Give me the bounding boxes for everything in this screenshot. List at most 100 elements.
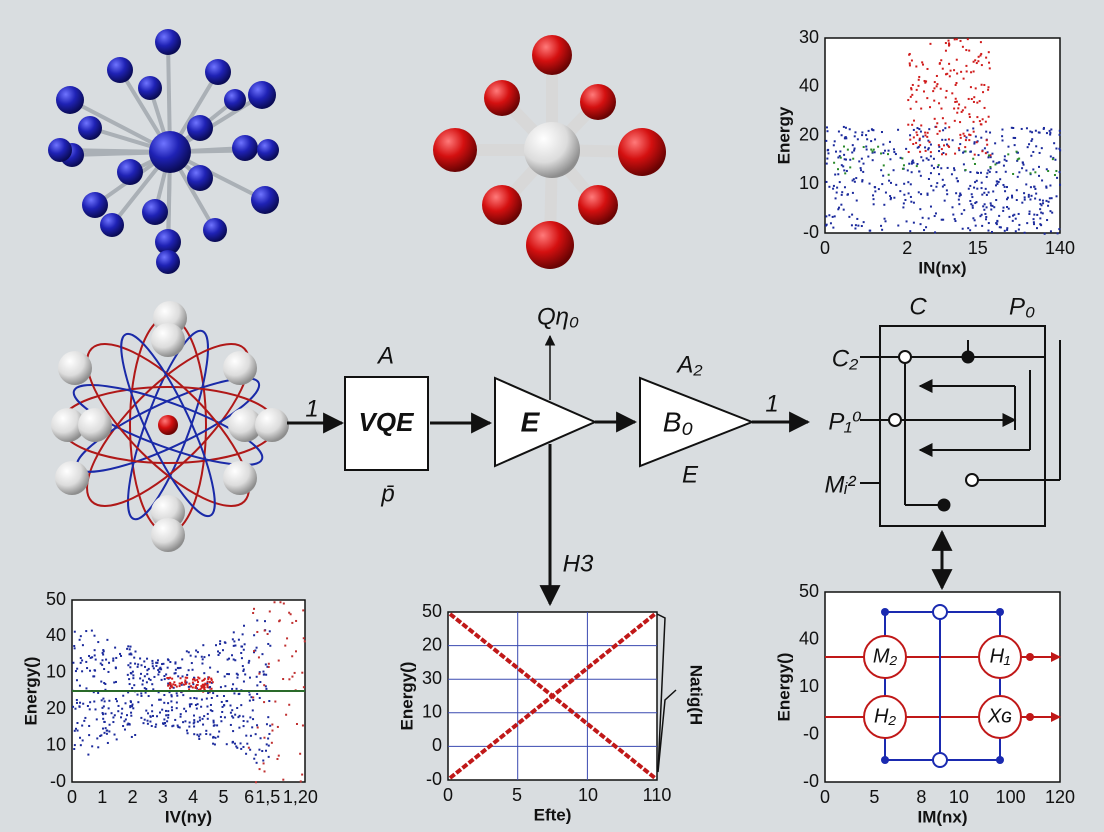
scatter-dot: [1016, 175, 1019, 178]
scatter-dot: [1058, 228, 1061, 231]
scatter-dot: [904, 198, 907, 201]
x-axis-label: IM(nx): [917, 807, 967, 826]
scatter-dot: [210, 687, 213, 690]
scatter-dot: [105, 732, 108, 735]
scatter-dot: [990, 204, 993, 207]
scatter-dot: [825, 215, 828, 218]
scatter-dot: [114, 646, 117, 649]
scatter-dot: [223, 704, 226, 707]
atom: [203, 218, 227, 242]
scatter-dot: [187, 669, 190, 672]
scatter-dot: [1007, 207, 1010, 210]
scatter-dot: [1047, 200, 1050, 203]
scatter-dot: [1038, 198, 1041, 201]
scatter-dot: [108, 730, 111, 733]
scatter-dot: [905, 220, 908, 223]
plot-area: [824, 37, 1061, 234]
scatter-dot: [924, 149, 927, 152]
scatter-dot: [839, 150, 842, 153]
scatter-dot: [907, 99, 910, 102]
scatter-dot: [985, 206, 988, 209]
scatter-dot: [908, 64, 911, 67]
scatter-dot: [122, 694, 125, 697]
scatter-dot: [228, 657, 231, 660]
x-tick-label: 100: [996, 787, 1026, 807]
scatter-dot: [188, 688, 191, 691]
scatter-dot: [197, 735, 200, 738]
scatter-dot: [136, 693, 139, 696]
scatter-dot: [181, 658, 184, 661]
scatter-dot: [867, 129, 870, 132]
scatter-dot: [954, 97, 957, 100]
scatter-dot: [946, 166, 949, 169]
scatter-dot: [988, 67, 991, 70]
scatter-dot: [861, 179, 864, 182]
scatter-dot: [1001, 135, 1004, 138]
scatter-dot: [162, 662, 165, 665]
scatter-dot: [872, 203, 875, 206]
scatter-dot: [73, 729, 76, 732]
scatter-dot: [942, 152, 945, 155]
scatter-dot: [854, 131, 857, 134]
scatter-dot: [150, 724, 153, 727]
scatter-dot: [130, 711, 133, 714]
scatter-dot: [861, 134, 864, 137]
scatter-dot: [249, 734, 252, 737]
atom: [187, 165, 213, 191]
scatter-dot: [909, 183, 912, 186]
scatter-dot: [998, 214, 1001, 217]
scatter-dot: [256, 692, 259, 695]
scatter-dot: [160, 668, 163, 671]
scatter-dot: [987, 115, 990, 118]
scatter-dot: [263, 770, 266, 773]
y-tick-label: 20: [799, 124, 819, 144]
scatter-dot: [201, 717, 204, 720]
scatter-dot: [1040, 147, 1043, 150]
scatter-dot: [120, 716, 123, 719]
scatter-dot: [834, 173, 837, 176]
scatter-dot: [79, 657, 82, 660]
scatter-dot: [193, 721, 196, 724]
scatter-dot: [1021, 201, 1024, 204]
scatter-dot: [232, 716, 235, 719]
scatter-dot: [200, 686, 203, 689]
x-tick-label: 0: [820, 787, 830, 807]
scatter-dot: [903, 193, 906, 196]
scatter-dot: [1017, 212, 1020, 215]
scatter-dot: [983, 208, 986, 211]
scatter-dot: [212, 721, 215, 724]
scatter-dot: [87, 753, 90, 756]
scatter-dot: [102, 650, 105, 653]
scatter-dot: [259, 680, 262, 683]
scatter-dot: [973, 96, 976, 99]
scatter-dot: [917, 84, 920, 87]
scatter-dot: [224, 685, 227, 688]
scatter-dot: [927, 148, 930, 151]
scatter-dot: [249, 716, 252, 719]
scatter-dot: [299, 752, 302, 755]
scatter-dot: [935, 125, 938, 128]
scatter-dot: [969, 171, 972, 174]
scatter-dot: [177, 667, 180, 670]
scatter-dot: [127, 645, 130, 648]
scatter-dot: [131, 670, 134, 673]
scatter-dot: [167, 702, 170, 705]
scatter-dot: [922, 90, 925, 93]
scatter-dot: [191, 681, 194, 684]
scatter-dot: [843, 158, 846, 161]
scatter-dot: [108, 699, 111, 702]
scatter-dot: [291, 655, 294, 658]
scatter-dot: [941, 185, 944, 188]
scatter-dot: [987, 154, 990, 157]
scatter-dot: [825, 162, 828, 165]
scatter-dot: [216, 670, 219, 673]
scatter-dot: [185, 650, 188, 653]
y-tick-label: 50: [422, 601, 442, 621]
scatter-dot: [256, 726, 259, 729]
scatter-dot: [862, 221, 865, 224]
scatter-dot: [75, 679, 78, 682]
scatter-dot: [242, 669, 245, 672]
scatter-dot: [1028, 143, 1031, 146]
scatter-dot: [838, 181, 841, 184]
scatter-dot: [288, 678, 291, 681]
